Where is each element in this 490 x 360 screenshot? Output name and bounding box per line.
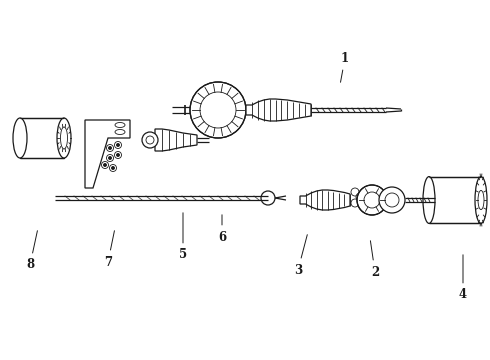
- Circle shape: [351, 188, 359, 196]
- Circle shape: [108, 147, 112, 149]
- Circle shape: [106, 144, 114, 152]
- Circle shape: [115, 152, 122, 158]
- Circle shape: [359, 202, 367, 210]
- Polygon shape: [85, 120, 130, 188]
- Circle shape: [261, 191, 275, 205]
- Circle shape: [112, 166, 115, 170]
- Circle shape: [117, 153, 120, 157]
- Polygon shape: [429, 177, 481, 224]
- Polygon shape: [155, 129, 197, 151]
- Circle shape: [190, 82, 246, 138]
- Circle shape: [117, 144, 120, 147]
- Polygon shape: [20, 118, 64, 158]
- Ellipse shape: [115, 130, 125, 135]
- Polygon shape: [246, 99, 311, 121]
- Circle shape: [106, 154, 114, 162]
- Ellipse shape: [57, 118, 71, 158]
- Circle shape: [357, 185, 387, 215]
- Polygon shape: [300, 190, 350, 210]
- Circle shape: [103, 163, 106, 166]
- Circle shape: [109, 165, 117, 171]
- Text: 4: 4: [459, 255, 467, 302]
- Text: 8: 8: [26, 231, 37, 271]
- Circle shape: [115, 141, 122, 149]
- Text: 5: 5: [179, 213, 187, 261]
- Circle shape: [108, 157, 112, 159]
- Circle shape: [356, 193, 364, 201]
- Text: 6: 6: [218, 215, 226, 243]
- Ellipse shape: [13, 118, 27, 158]
- Circle shape: [101, 162, 108, 168]
- Ellipse shape: [423, 177, 435, 224]
- Circle shape: [351, 199, 359, 207]
- Ellipse shape: [115, 122, 125, 127]
- Text: 3: 3: [294, 235, 307, 276]
- Ellipse shape: [475, 177, 487, 224]
- Circle shape: [142, 132, 158, 148]
- Text: 2: 2: [370, 241, 379, 279]
- Text: 1: 1: [341, 51, 349, 82]
- Circle shape: [379, 187, 405, 213]
- Text: 7: 7: [104, 231, 115, 269]
